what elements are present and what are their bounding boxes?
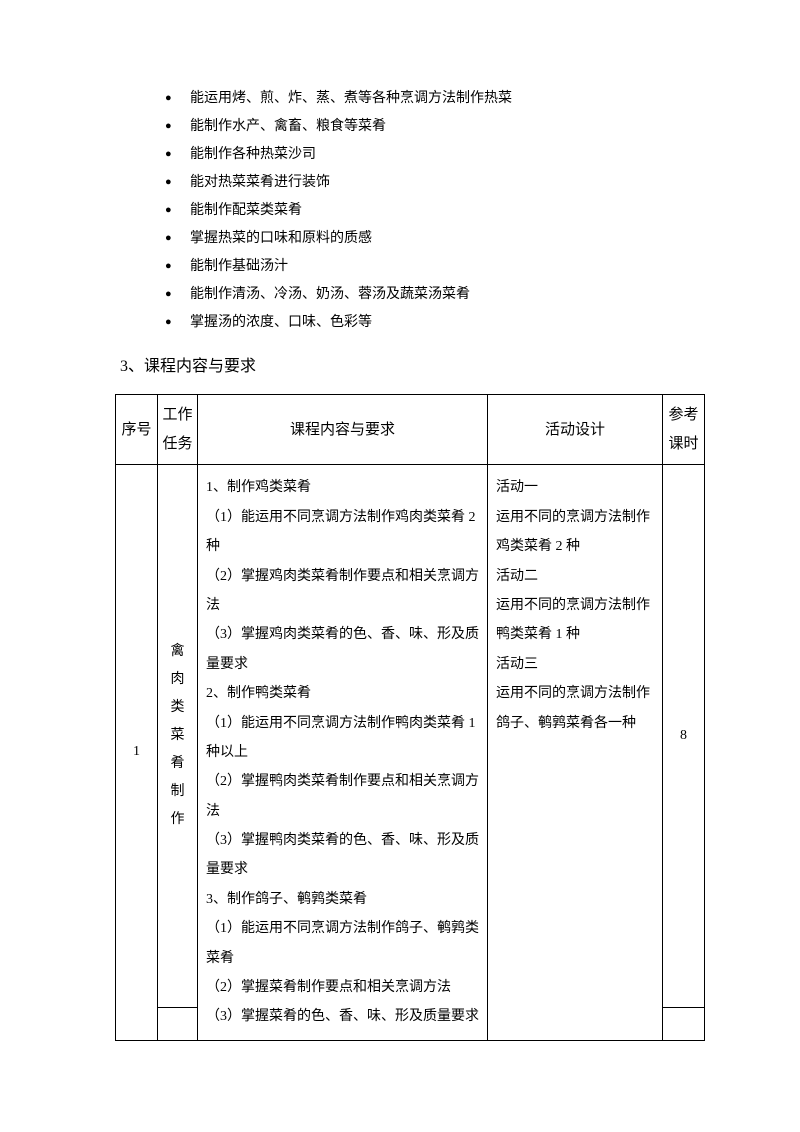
course-table: 序号 工作 任务 课程内容与要求 活动设计 参考 课时 1 禽 肉 类 菜 肴 … (115, 394, 705, 1040)
bullet-item: 掌握汤的浓度、口味、色彩等 (165, 309, 705, 337)
cell-task-empty (158, 1007, 198, 1040)
bullet-item: 能对热菜菜肴进行装饰 (165, 169, 705, 197)
header-content: 课程内容与要求 (198, 395, 488, 465)
bullet-item: 能制作基础汤汁 (165, 253, 705, 281)
cell-task: 禽 肉 类 菜 肴 制 作 (158, 465, 198, 1007)
header-task: 工作 任务 (158, 395, 198, 465)
header-activity: 活动设计 (488, 395, 663, 465)
cell-content: 1、制作鸡类菜肴（1）能运用不同烹调方法制作鸡肉类菜肴 2 种（2）掌握鸡肉类菜… (198, 465, 488, 1040)
table-row: 1 禽 肉 类 菜 肴 制 作 1、制作鸡类菜肴（1）能运用不同烹调方法制作鸡肉… (116, 465, 705, 1007)
cell-hours-empty (663, 1007, 705, 1040)
bullet-item: 掌握热菜的口味和原料的质感 (165, 225, 705, 253)
bullet-item: 能制作清汤、冷汤、奶汤、蓉汤及蔬菜汤菜肴 (165, 281, 705, 309)
cell-activity: 活动一运用不同的烹调方法制作鸡类菜肴 2 种活动二运用不同的烹调方法制作鸭类菜肴… (488, 465, 663, 1040)
header-seq: 序号 (116, 395, 158, 465)
bullet-item: 能制作水产、禽畜、粮食等菜肴 (165, 113, 705, 141)
table-header-row: 序号 工作 任务 课程内容与要求 活动设计 参考 课时 (116, 395, 705, 465)
bullet-item: 能制作配菜类菜肴 (165, 197, 705, 225)
bullet-item: 能制作各种热菜沙司 (165, 141, 705, 169)
bullet-list: 能运用烤、煎、炸、蒸、煮等各种烹调方法制作热菜 能制作水产、禽畜、粮食等菜肴 能… (115, 85, 705, 337)
section-heading: 3、课程内容与要求 (120, 352, 705, 382)
bullet-item: 能运用烤、煎、炸、蒸、煮等各种烹调方法制作热菜 (165, 85, 705, 113)
cell-seq: 1 (116, 465, 158, 1040)
header-hours: 参考 课时 (663, 395, 705, 465)
cell-hours: 8 (663, 465, 705, 1007)
